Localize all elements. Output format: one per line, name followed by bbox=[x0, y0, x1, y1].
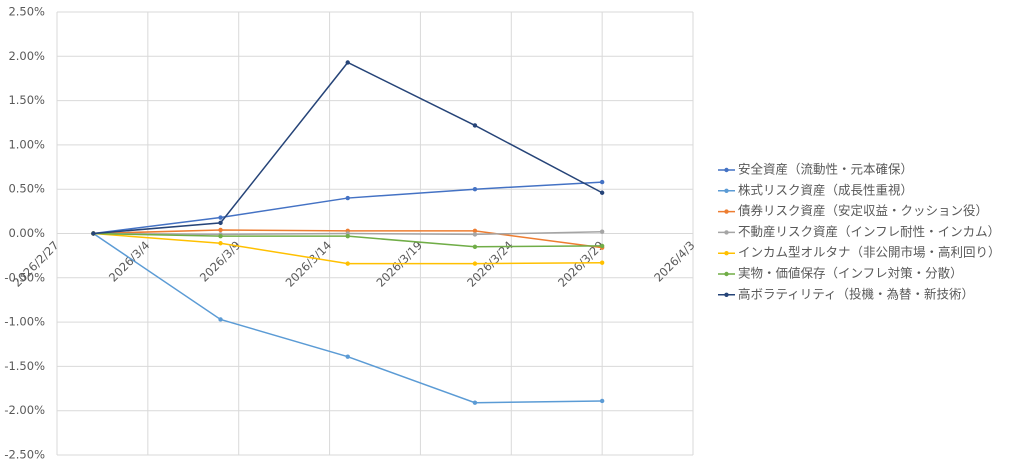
y-tick-label: -1.50% bbox=[4, 359, 45, 373]
data-point bbox=[599, 260, 605, 265]
data-point bbox=[218, 215, 223, 220]
legend-marker bbox=[724, 292, 729, 297]
y-tick-label: 0.00% bbox=[8, 226, 45, 240]
data-point bbox=[599, 398, 605, 404]
legend-marker bbox=[724, 251, 729, 256]
legend-marker bbox=[724, 271, 729, 277]
series-line bbox=[92, 232, 603, 404]
data-point bbox=[345, 354, 350, 359]
data-point bbox=[472, 261, 478, 266]
data-point bbox=[472, 400, 478, 405]
data-point bbox=[345, 195, 350, 201]
y-tick-label: 0.50% bbox=[8, 182, 45, 196]
data-point bbox=[345, 261, 350, 266]
legend-label: 高ボラティリティ（投機・為替・新技術） bbox=[738, 286, 974, 301]
data-point bbox=[218, 233, 223, 239]
legend-marker bbox=[724, 167, 729, 173]
data-point bbox=[599, 243, 605, 249]
legend-label: 安全資産（流動性・元本確保） bbox=[738, 162, 913, 177]
data-point bbox=[91, 231, 96, 236]
data-point bbox=[218, 227, 223, 233]
legend-label: 実物・価値保存（インフレ対策・分散） bbox=[738, 266, 963, 281]
legend-marker bbox=[724, 230, 729, 235]
data-point bbox=[218, 220, 223, 226]
data-point bbox=[599, 179, 605, 185]
y-tick-label: -2.00% bbox=[4, 403, 45, 417]
y-tick-label: 2.00% bbox=[8, 49, 45, 63]
y-tick-label: -2.50% bbox=[4, 448, 45, 462]
data-point bbox=[472, 244, 478, 249]
data-point bbox=[345, 233, 350, 239]
data-point bbox=[599, 229, 605, 234]
legend-marker bbox=[724, 188, 729, 193]
y-tick-label: 1.50% bbox=[8, 93, 45, 107]
legend-label: インカム型オルタナ（非公開市場・高利回り） bbox=[738, 245, 1001, 260]
data-point bbox=[345, 60, 350, 65]
y-tick-label: 1.00% bbox=[8, 137, 45, 151]
y-tick-label: -0.50% bbox=[4, 270, 45, 284]
data-point bbox=[472, 187, 478, 192]
series-line bbox=[93, 61, 603, 235]
y-tick-label: 2.50% bbox=[8, 5, 45, 19]
legend-marker bbox=[724, 209, 729, 214]
data-point bbox=[599, 190, 605, 195]
legend-label: 株式リスク資産（成長性重視） bbox=[738, 182, 913, 197]
legend-label: 債券リスク資産（安定収益・クッション役） bbox=[738, 203, 988, 218]
data-point bbox=[218, 317, 223, 322]
x-tick-label: 2026/3/14 bbox=[283, 238, 335, 290]
data-point bbox=[472, 228, 478, 234]
series-line bbox=[93, 181, 603, 235]
data-point bbox=[218, 241, 223, 246]
data-point bbox=[472, 123, 478, 128]
y-tick-label: -1.00% bbox=[4, 315, 45, 329]
legend-label: 不動産リスク資産（インフレ耐性・インカム） bbox=[738, 224, 1000, 239]
data-point bbox=[472, 232, 478, 237]
